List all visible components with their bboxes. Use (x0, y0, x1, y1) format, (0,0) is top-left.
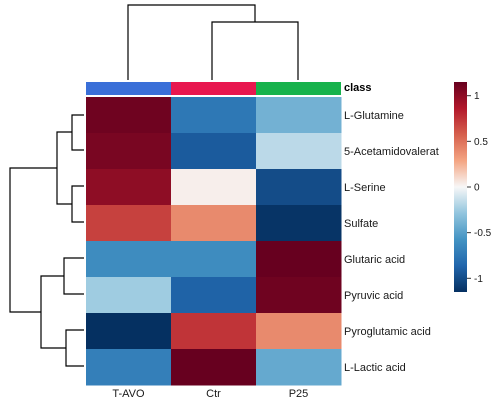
row-label: 5-Acetamidovalerat (344, 146, 439, 158)
heatmap-cell (171, 241, 257, 278)
class-label: class (344, 82, 372, 94)
heatmap-cell (171, 97, 257, 134)
row-label: Pyroglutamic acid (344, 326, 431, 338)
row-dendrogram (9, 114, 84, 367)
heatmap-cell (86, 349, 172, 386)
column-label: P25 (289, 388, 309, 400)
row-label: L-Serine (344, 182, 386, 194)
row-label: L-Glutamine (344, 110, 404, 122)
heatmap-cell (171, 313, 257, 350)
column-dendrogram (127, 4, 299, 80)
heatmap-cell (256, 241, 342, 278)
colorbar-tick-label: 0 (474, 183, 480, 194)
heatmap-cell (86, 313, 172, 350)
heatmap-cell (171, 133, 257, 170)
heatmap-cell (86, 133, 172, 170)
heatmap-cell (171, 169, 257, 206)
class-swatch-t-avo (86, 82, 171, 95)
colorbar-tick-label: 0.5 (474, 137, 488, 148)
row-label: Sulfate (344, 218, 378, 230)
heatmap-cell (171, 277, 257, 314)
column-label: T-AVO (112, 388, 145, 400)
colorbar-gradient (454, 82, 467, 292)
heatmap-cell (256, 313, 342, 350)
row-label: Pyruvic acid (344, 290, 403, 302)
heatmap-cell (86, 97, 172, 134)
heatmap-cells (86, 97, 342, 386)
heatmap-cell (256, 277, 342, 314)
heatmap-cell (86, 169, 172, 206)
heatmap-cell (256, 349, 342, 386)
column-label: Ctr (206, 388, 221, 400)
colorbar-tick-label: -0.5 (474, 228, 492, 239)
colorbar-ticks: 1 0.5 0 -0.5 -1 (467, 91, 492, 285)
row-label: L-Lactic acid (344, 362, 406, 374)
class-swatch-ctr (171, 82, 256, 95)
heatmap-cell (256, 169, 342, 206)
heatmap-cell (171, 349, 257, 386)
heatmap-cell (86, 241, 172, 278)
colorbar (454, 82, 467, 292)
colorbar-tick-label: 1 (474, 91, 480, 102)
heatmap-cell (256, 133, 342, 170)
colorbar-tick-label: -1 (474, 274, 483, 285)
heatmap-cell (86, 277, 172, 314)
heatmap-cell (256, 205, 342, 242)
heatmap-cell (171, 205, 257, 242)
class-swatch-p25 (256, 82, 341, 95)
row-labels: L-Glutamine 5-Acetamidovalerat L-Serine Sul… (344, 110, 439, 374)
heatmap-cell (256, 97, 342, 134)
row-label: Glutaric acid (344, 254, 405, 266)
column-labels: T-AVO Ctr P25 (112, 388, 308, 400)
class-bar (86, 82, 341, 95)
heatmap-cell (86, 205, 172, 242)
